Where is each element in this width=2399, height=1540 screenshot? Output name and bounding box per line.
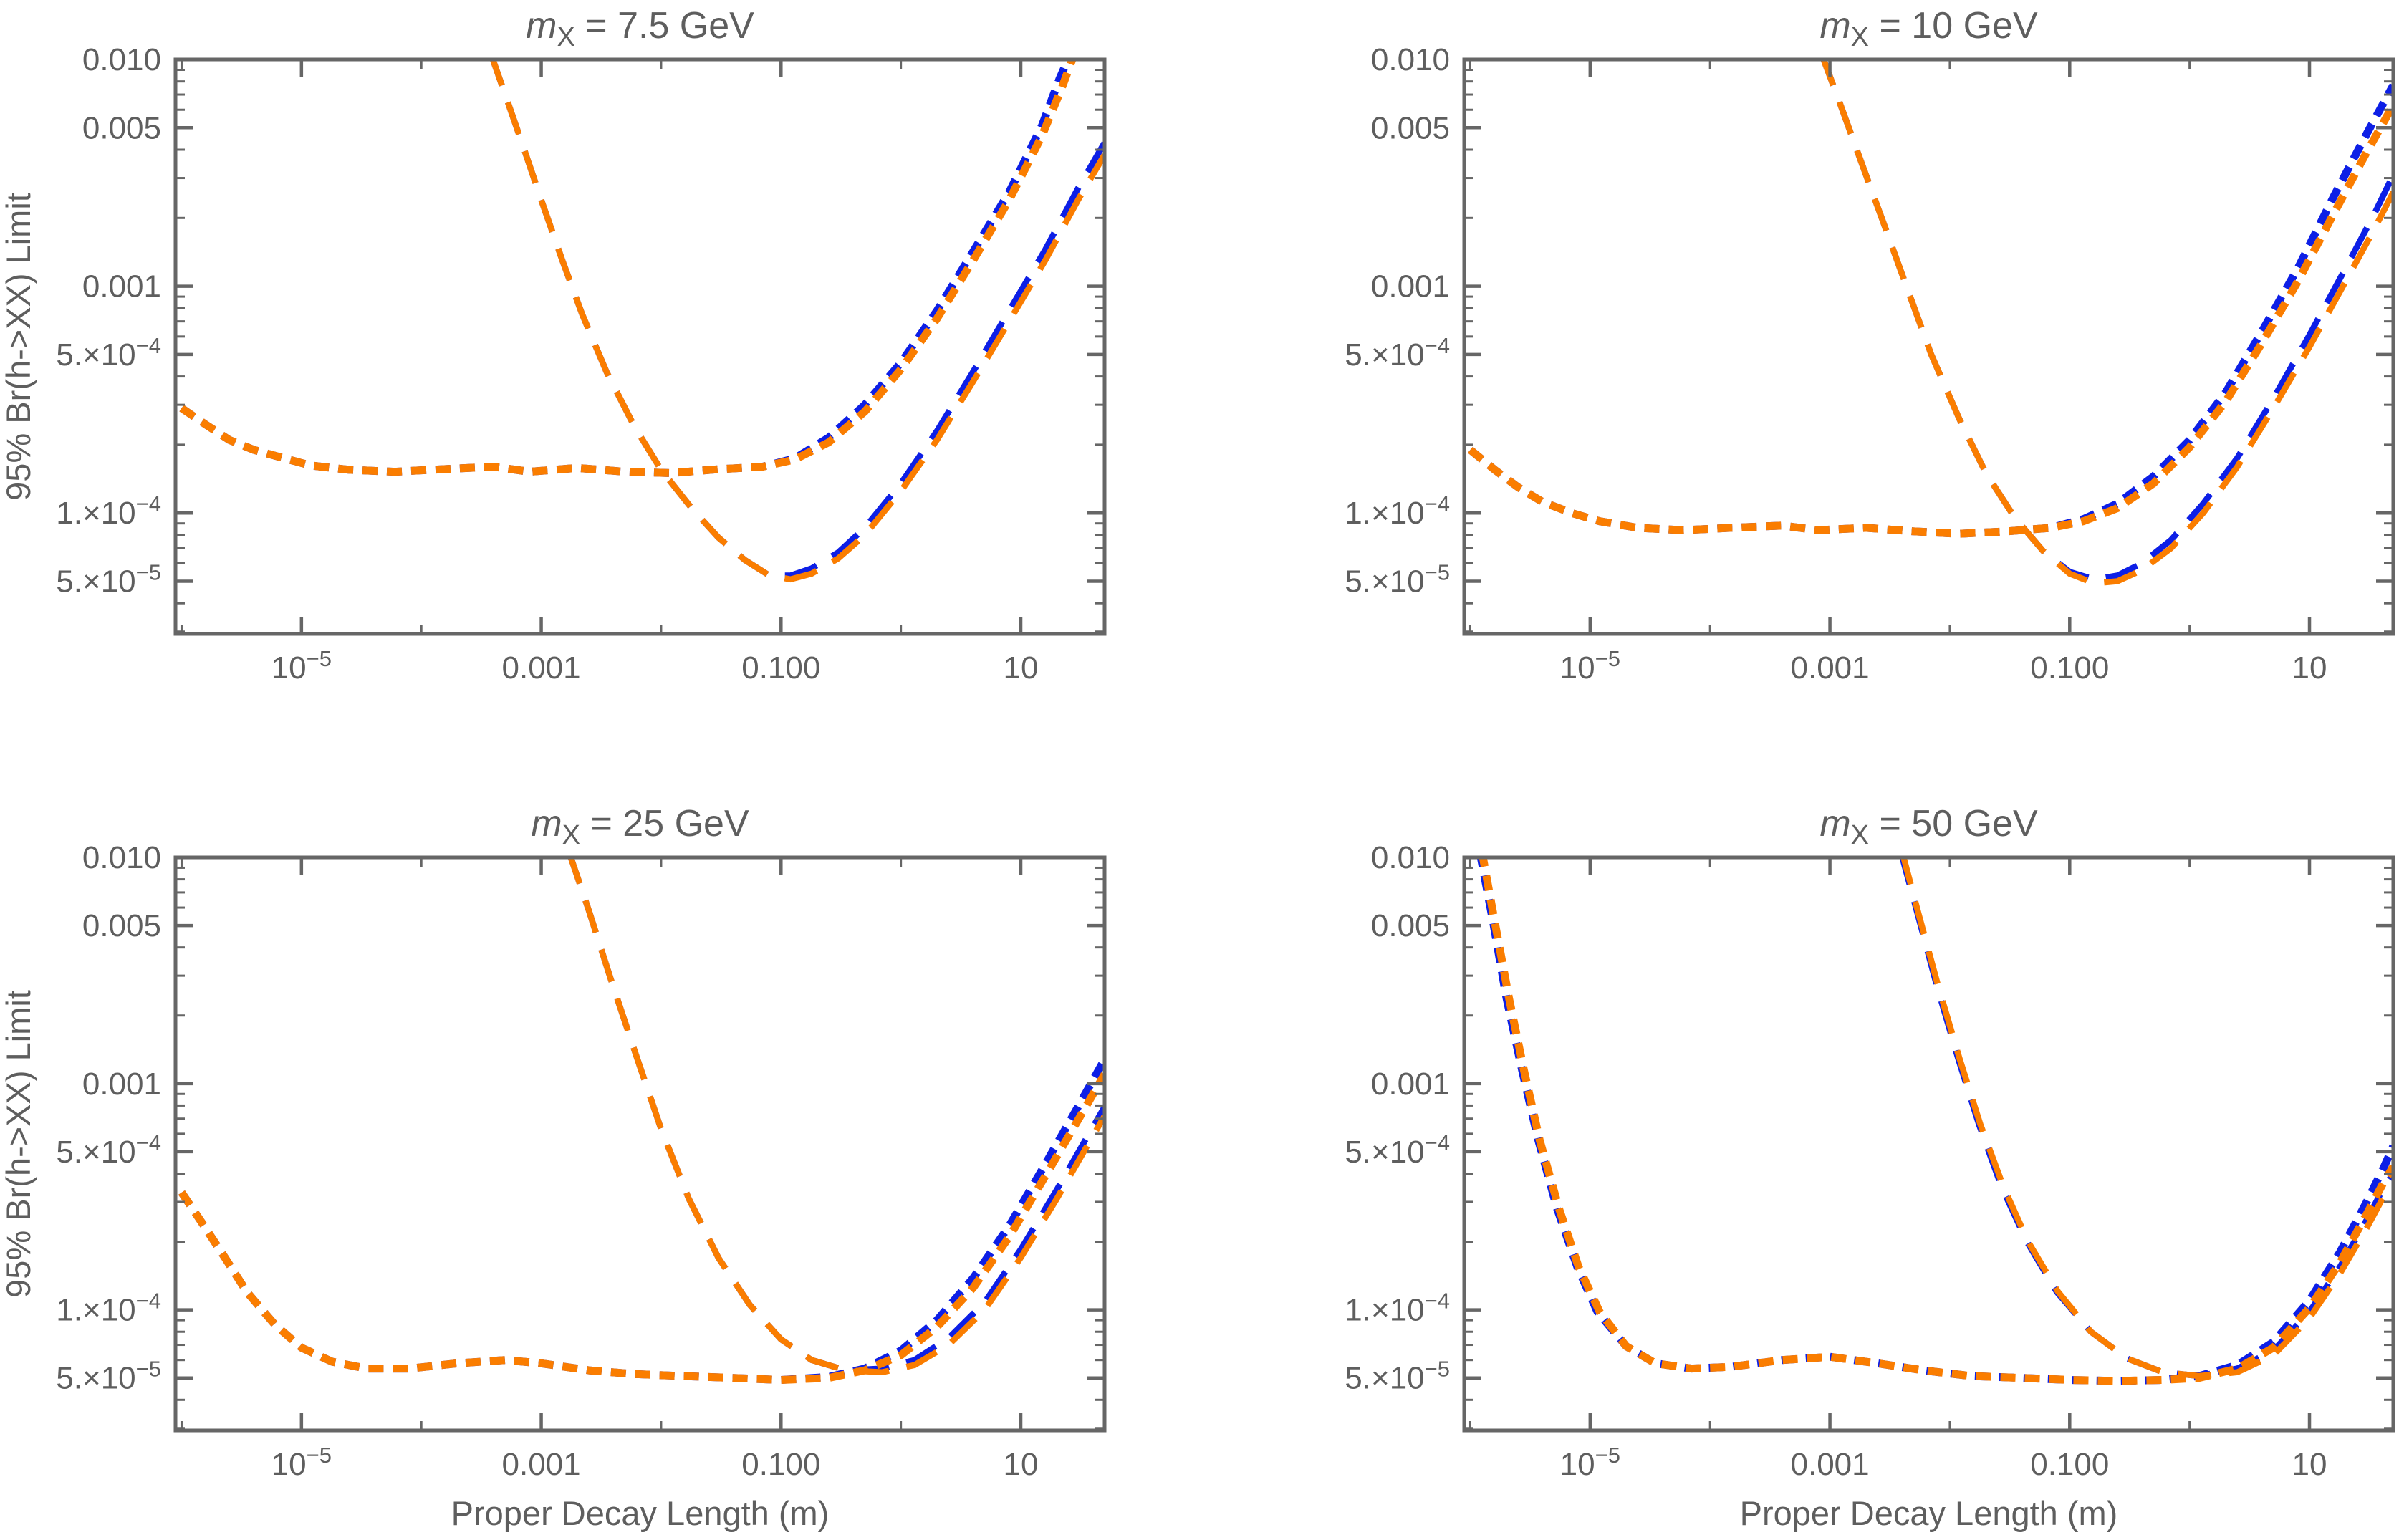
subplot-mx-7-5-gev: 10−5 0.001 0.100 10 0.010 0.005 0.001 5.×10−4 1.… <box>0 5 1107 685</box>
y-tick-label: 1.×10−4 <box>56 1289 161 1328</box>
y-tick-label: 0.005 <box>1371 908 1450 943</box>
y-tick-label: 5.×10−4 <box>56 1130 161 1170</box>
x-tick-label: 0.001 <box>502 1447 581 1482</box>
y-tick-label: 1.×10−4 <box>56 491 161 531</box>
series-blue-short-dash <box>1476 857 2393 1385</box>
axis-ticks <box>176 855 1105 1430</box>
axis-ticks <box>1464 855 2393 1430</box>
y-tick-label: 5.×10−5 <box>56 560 161 600</box>
x-tick-label: 0.100 <box>2030 1447 2109 1482</box>
y-tick-label: 0.005 <box>82 908 161 943</box>
series-blue-long-dash <box>567 857 1105 1374</box>
axis-ticks <box>176 57 1105 634</box>
x-tick-label: 10 <box>2292 1447 2327 1482</box>
series-orange-short-dash <box>1479 857 2393 1385</box>
plot-title: mX = 25 GeV <box>531 803 749 850</box>
plot-frame <box>1462 57 2395 636</box>
y-tick-label: 0.001 <box>1371 1067 1450 1102</box>
y-tick-label: 0.010 <box>82 840 161 875</box>
plot-area <box>1468 59 2393 587</box>
plot-title: mX = 10 GeV <box>1819 5 2038 52</box>
x-tick-label: 10 <box>1004 650 1039 685</box>
x-tick-label: 0.001 <box>1791 650 1870 685</box>
plot-title: mX = 50 GeV <box>1819 803 2038 850</box>
plot-frame <box>173 57 1107 636</box>
y-tick-label: 0.001 <box>82 269 161 304</box>
subplot-mx-25-gev: 10−5 0.001 0.100 10 0.010 0.005 0.001 5.×10−4 1.… <box>0 803 1107 1532</box>
y-tick-label: 5.×10−4 <box>56 333 161 372</box>
y-tick-label: 0.010 <box>82 42 161 77</box>
y-tick-label: 5.×10−5 <box>1345 560 1450 600</box>
y-tick-label: 1.×10−4 <box>1345 1289 1450 1328</box>
series-orange-short-dash <box>1468 102 2393 538</box>
x-tick-label: 10−5 <box>1560 1443 1620 1482</box>
x-tick-label: 0.100 <box>2030 650 2109 685</box>
x-tick-label: 10−5 <box>1560 646 1620 685</box>
series-orange-short-dash <box>178 1072 1105 1385</box>
y-tick-label: 5.×10−5 <box>1345 1357 1450 1396</box>
series-orange-long-dash <box>1900 857 2393 1380</box>
series-orange-long-dash <box>567 857 1105 1375</box>
x-tick-label: 10−5 <box>271 1443 332 1482</box>
y-axis-label: 95% Br(h->XX) Limit <box>0 990 37 1298</box>
x-tick-label: 0.001 <box>502 650 581 685</box>
x-tick-label: 10 <box>1004 1447 1039 1482</box>
y-tick-label: 0.001 <box>1371 269 1450 304</box>
x-tick-label: 0.100 <box>741 1447 820 1482</box>
x-axis-label: Proper Decay Length (m) <box>1740 1494 2118 1532</box>
series-blue-short-dash <box>1468 83 2393 538</box>
series-orange-long-dash <box>489 59 1105 583</box>
plot-area <box>178 857 1105 1385</box>
y-tick-label: 5.×10−4 <box>1345 333 1450 372</box>
x-tick-label: 0.100 <box>741 650 820 685</box>
series-blue-long-dash <box>1820 59 2393 583</box>
y-tick-label: 0.010 <box>1371 42 1450 77</box>
subplot-mx-50-gev: 10−5 0.001 0.100 10 0.010 0.005 0.001 5.×10−4 1.… <box>1345 803 2395 1532</box>
y-tick-label: 0.005 <box>82 110 161 145</box>
series-orange-short-dash <box>179 59 1077 478</box>
x-axis-label: Proper Decay Length (m) <box>451 1494 830 1532</box>
axis-ticks <box>1464 57 2393 634</box>
y-tick-label: 5.×10−5 <box>56 1357 161 1396</box>
y-tick-label: 1.×10−4 <box>1345 491 1450 531</box>
plot-area <box>179 59 1105 583</box>
plot-frame <box>1462 855 2395 1433</box>
y-tick-label: 5.×10−4 <box>1345 1130 1450 1170</box>
y-tick-label: 0.001 <box>82 1067 161 1102</box>
y-axis-label: 95% Br(h->XX) Limit <box>0 193 37 501</box>
plot-frame <box>173 855 1107 1433</box>
plot-area <box>1476 857 2393 1385</box>
y-tick-label: 0.010 <box>1371 840 1450 875</box>
x-tick-label: 10−5 <box>271 646 332 685</box>
x-tick-label: 0.001 <box>1791 1447 1870 1482</box>
subplot-mx-10-gev: 10−5 0.001 0.100 10 0.010 0.005 0.001 5.×10−4 1.… <box>1345 5 2395 685</box>
series-orange-long-dash <box>1820 59 2393 587</box>
x-tick-label: 10 <box>2292 650 2327 685</box>
plot-title: mX = 7.5 GeV <box>526 5 754 52</box>
y-tick-label: 0.005 <box>1371 110 1450 145</box>
